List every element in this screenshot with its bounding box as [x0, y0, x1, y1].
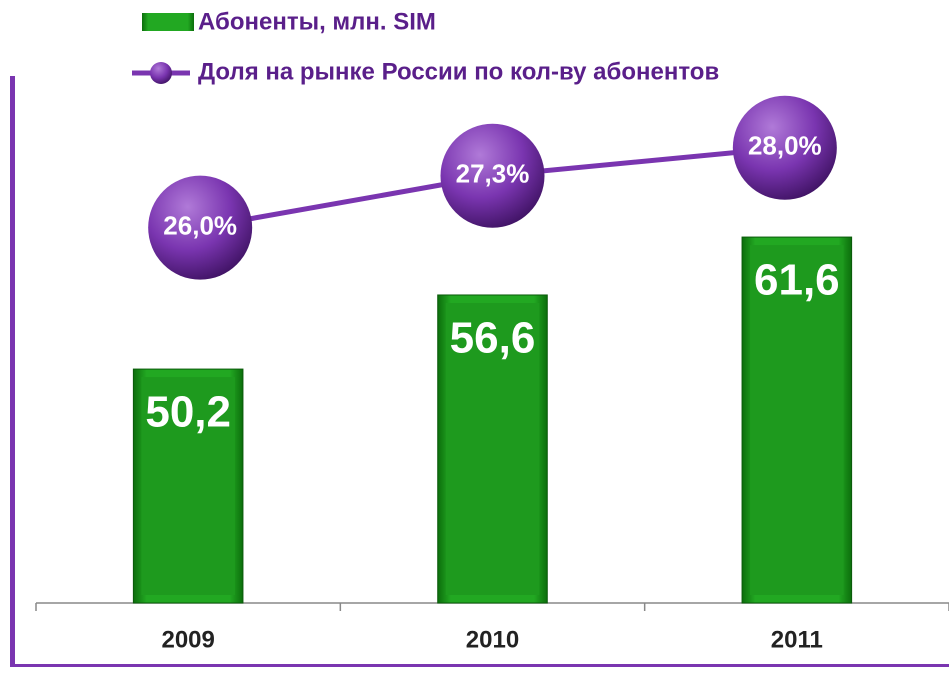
data-label: 27,3%	[456, 159, 530, 189]
x-tick-label: 2010	[466, 626, 519, 653]
data-label: 56,6	[450, 314, 536, 363]
frame-bottom	[10, 664, 949, 667]
x-tick-label: 2011	[771, 626, 823, 653]
legend-label: Доля на рынке России по кол-ву абонентов	[198, 58, 719, 85]
data-label: 61,6	[754, 256, 840, 305]
data-label: 28,0%	[748, 131, 822, 161]
bar-bevel	[445, 302, 540, 595]
x-tick-label: 2009	[161, 626, 214, 653]
data-label: 26,0%	[163, 211, 237, 241]
frame-left	[10, 76, 15, 666]
legend-swatch	[142, 13, 194, 31]
line-marker	[148, 175, 253, 280]
bar-bevel	[750, 245, 844, 595]
line-marker	[440, 123, 545, 228]
line-marker	[732, 95, 837, 200]
bar-bevel	[141, 377, 235, 595]
legend: Абоненты, млн. SIM Доля на рынке России …	[132, 8, 719, 85]
legend-marker	[150, 62, 172, 84]
data-label: 50,2	[145, 388, 231, 437]
legend-label: Абоненты, млн. SIM	[198, 8, 436, 35]
